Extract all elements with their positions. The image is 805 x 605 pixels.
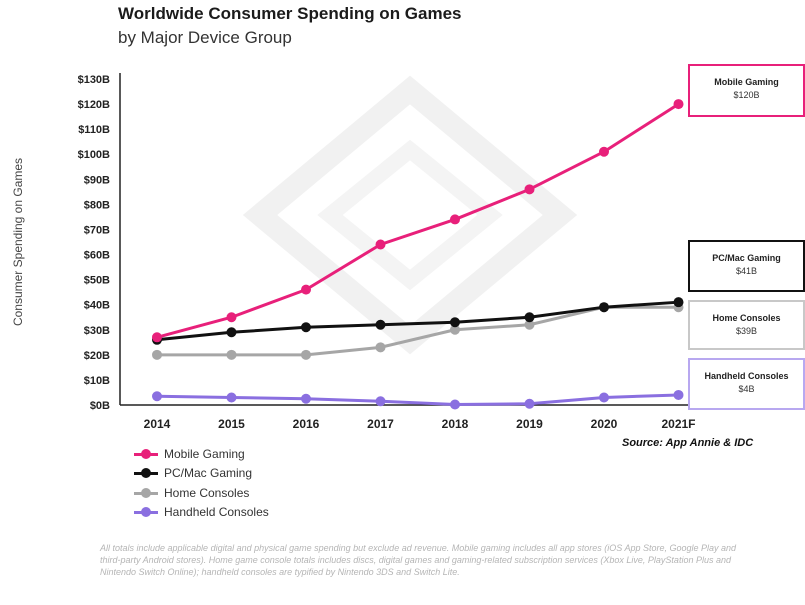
data-point xyxy=(524,319,535,330)
data-point xyxy=(450,317,460,328)
callout-home-consoles: Home Consoles $39B xyxy=(688,300,805,350)
data-point xyxy=(375,396,386,407)
callout-value: $39B xyxy=(735,326,758,336)
callout-handheld-consoles: Handheld Consoles $4B xyxy=(688,358,805,410)
x-tick-label: 2017 xyxy=(367,417,394,431)
y-tick-label: $40B xyxy=(84,300,110,312)
data-point xyxy=(450,324,460,335)
series-line xyxy=(156,300,679,342)
data-point xyxy=(375,319,386,330)
y-tick-label: $20B xyxy=(84,350,110,362)
y-tick-label: $10B xyxy=(84,375,110,387)
legend-item-mobile-gaming: Mobile Gaming xyxy=(134,444,269,464)
legend-label: Mobile Gaming xyxy=(164,446,245,461)
callout-label: Home Consoles xyxy=(712,313,781,323)
y-tick-label: $80B xyxy=(84,199,110,211)
y-axis-label: Consumer Spending on Games xyxy=(11,158,25,326)
data-point xyxy=(524,184,535,195)
legend-label: Handheld Consoles xyxy=(164,505,269,520)
legend-swatch xyxy=(134,506,158,518)
x-tick-label: 2018 xyxy=(442,417,469,431)
y-tick-label: $130B xyxy=(78,74,110,86)
data-point xyxy=(152,349,162,360)
callout-label: Handheld Consoles xyxy=(704,371,789,381)
data-point xyxy=(226,327,237,338)
chart-footnote: All totals include applicable digital an… xyxy=(100,543,737,577)
data-point xyxy=(524,312,535,323)
legend-label: PC/Mac Gaming xyxy=(164,466,253,481)
data-point xyxy=(450,399,460,410)
y-tick-label: $0B xyxy=(90,400,110,412)
legend-item-pc-mac-gaming: PC/Mac Gaming xyxy=(134,464,269,484)
legend-swatch xyxy=(134,487,158,499)
data-point xyxy=(226,312,237,323)
x-tick-label: 2020 xyxy=(591,417,618,431)
data-point xyxy=(673,99,684,110)
data-point xyxy=(226,349,237,360)
y-tick-label: $60B xyxy=(84,250,110,262)
y-tick-label: $70B xyxy=(84,224,110,236)
data-point xyxy=(301,322,311,333)
x-tick-label: 2014 xyxy=(144,417,171,431)
data-point xyxy=(301,284,311,295)
data-point xyxy=(673,389,684,400)
data-point xyxy=(375,239,386,250)
chart-subtitle: by Major Device Group xyxy=(118,28,292,47)
y-tick-label: $100B xyxy=(78,149,110,161)
x-tick-label: 2015 xyxy=(218,417,245,431)
y-tick-label: $110B xyxy=(78,124,110,136)
callout-value: $4B xyxy=(738,384,755,394)
data-point xyxy=(599,392,609,403)
data-point xyxy=(301,349,311,360)
data-point xyxy=(152,391,162,402)
watermark-diamond-inner xyxy=(317,139,503,291)
data-point xyxy=(301,393,311,404)
legend-label: Home Consoles xyxy=(164,485,250,500)
data-point xyxy=(152,332,162,343)
legend-swatch xyxy=(134,467,158,479)
y-tick-label: $30B xyxy=(84,325,110,337)
legend-item-handheld-consoles: Handheld Consoles xyxy=(134,503,269,523)
callout-pc-mac-gaming: PC/Mac Gaming $41B xyxy=(688,240,805,292)
callout-label: PC/Mac Gaming xyxy=(712,253,781,263)
callout-value: $120B xyxy=(733,90,760,100)
series-line xyxy=(156,393,679,406)
legend-item-home-consoles: Home Consoles xyxy=(134,483,269,503)
chart-title: Worldwide Consumer Spending on Games xyxy=(118,4,462,23)
x-tick-label: 2021F xyxy=(661,417,695,431)
data-point xyxy=(375,342,386,353)
x-tick-label: 2016 xyxy=(293,417,320,431)
data-point xyxy=(524,398,535,409)
watermark-diamond xyxy=(242,75,578,355)
data-point xyxy=(599,146,609,157)
data-point xyxy=(673,297,684,308)
data-point xyxy=(226,392,237,403)
chart-source: Source: App Annie & IDC xyxy=(622,437,754,449)
callout-label: Mobile Gaming xyxy=(714,77,779,87)
callout-value: $41B xyxy=(735,266,758,276)
series-line xyxy=(156,102,680,339)
y-tick-label: $90B xyxy=(84,174,110,186)
legend-swatch xyxy=(134,448,158,460)
x-tick-label: 2019 xyxy=(516,417,543,431)
data-point xyxy=(450,214,460,225)
y-tick-label: $120B xyxy=(78,99,110,111)
callout-mobile-gaming: Mobile Gaming $120B xyxy=(688,64,805,117)
chart-legend: Mobile Gaming PC/Mac Gaming Home Console… xyxy=(134,444,269,522)
data-point xyxy=(599,302,609,313)
y-tick-label: $50B xyxy=(84,275,110,287)
